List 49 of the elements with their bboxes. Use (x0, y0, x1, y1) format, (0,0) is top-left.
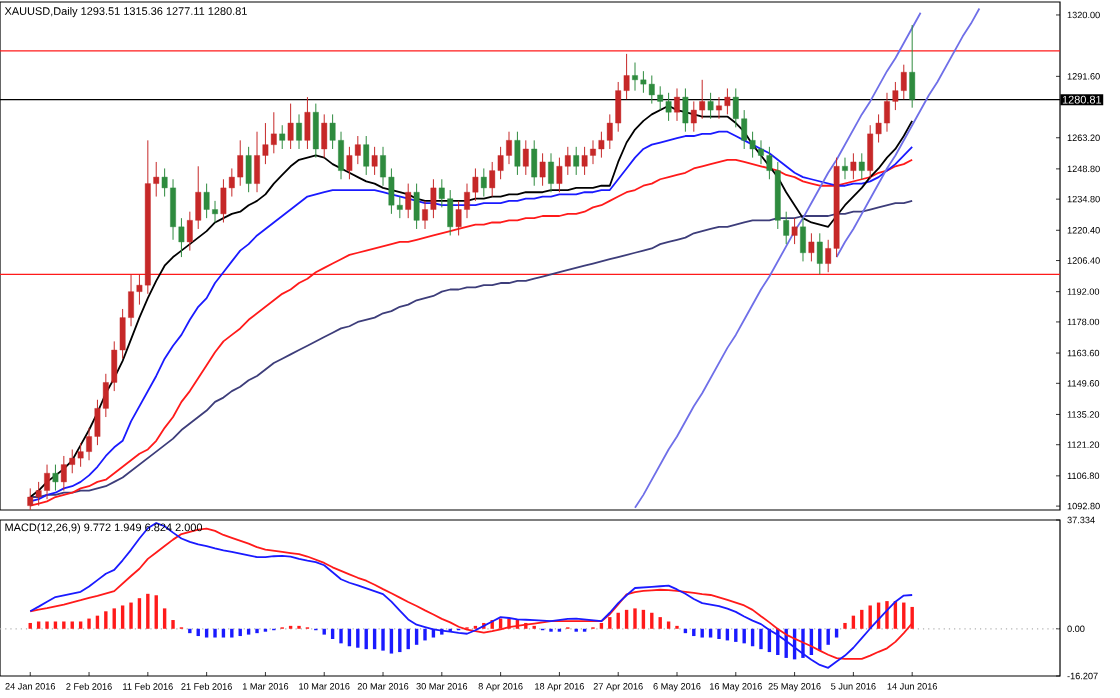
candlestick (270, 111, 277, 154)
candlestick (77, 442, 84, 468)
candlestick (371, 146, 378, 176)
candlestick (522, 139, 529, 176)
candlestick (245, 146, 252, 193)
candlestick (808, 232, 815, 262)
candlestick (430, 178, 437, 219)
candlestick (472, 167, 479, 202)
candlestick (850, 152, 857, 180)
candlestick (413, 183, 420, 230)
candlestick (564, 146, 571, 176)
candlestick (909, 24, 916, 109)
candlestick (296, 113, 302, 150)
candlestick (203, 183, 210, 219)
candlestick (640, 70, 647, 94)
candlestick (800, 217, 806, 262)
candlestick (682, 87, 689, 133)
candlestick (858, 152, 865, 180)
candlestick (287, 103, 294, 150)
candlestick (900, 64, 907, 100)
candlestick (304, 96, 311, 150)
candlestick (35, 481, 42, 507)
candlestick (539, 152, 546, 187)
candlestick (455, 200, 462, 236)
candlestick (363, 135, 370, 176)
candlestick (581, 146, 588, 176)
candlestick (548, 152, 554, 193)
candlestick (405, 183, 412, 219)
candlestick (321, 113, 328, 159)
candlestick (354, 135, 361, 165)
candlestick (665, 92, 672, 122)
candlestick (842, 157, 848, 180)
candlestick (674, 87, 680, 122)
candlestick (573, 146, 580, 176)
candlestick (312, 103, 319, 159)
candlestick (52, 464, 59, 492)
candlestick (279, 124, 286, 150)
candlestick (724, 87, 731, 115)
candlestick (707, 92, 714, 120)
candlestick (531, 139, 538, 187)
candlestick (220, 178, 227, 223)
candlestick (346, 146, 353, 180)
candlestick (480, 167, 487, 198)
candlestick (514, 131, 521, 176)
candlestick (867, 124, 874, 180)
candlestick (791, 217, 798, 245)
candlestick (816, 232, 823, 275)
candlestick (556, 157, 563, 193)
candlestick (489, 161, 496, 198)
